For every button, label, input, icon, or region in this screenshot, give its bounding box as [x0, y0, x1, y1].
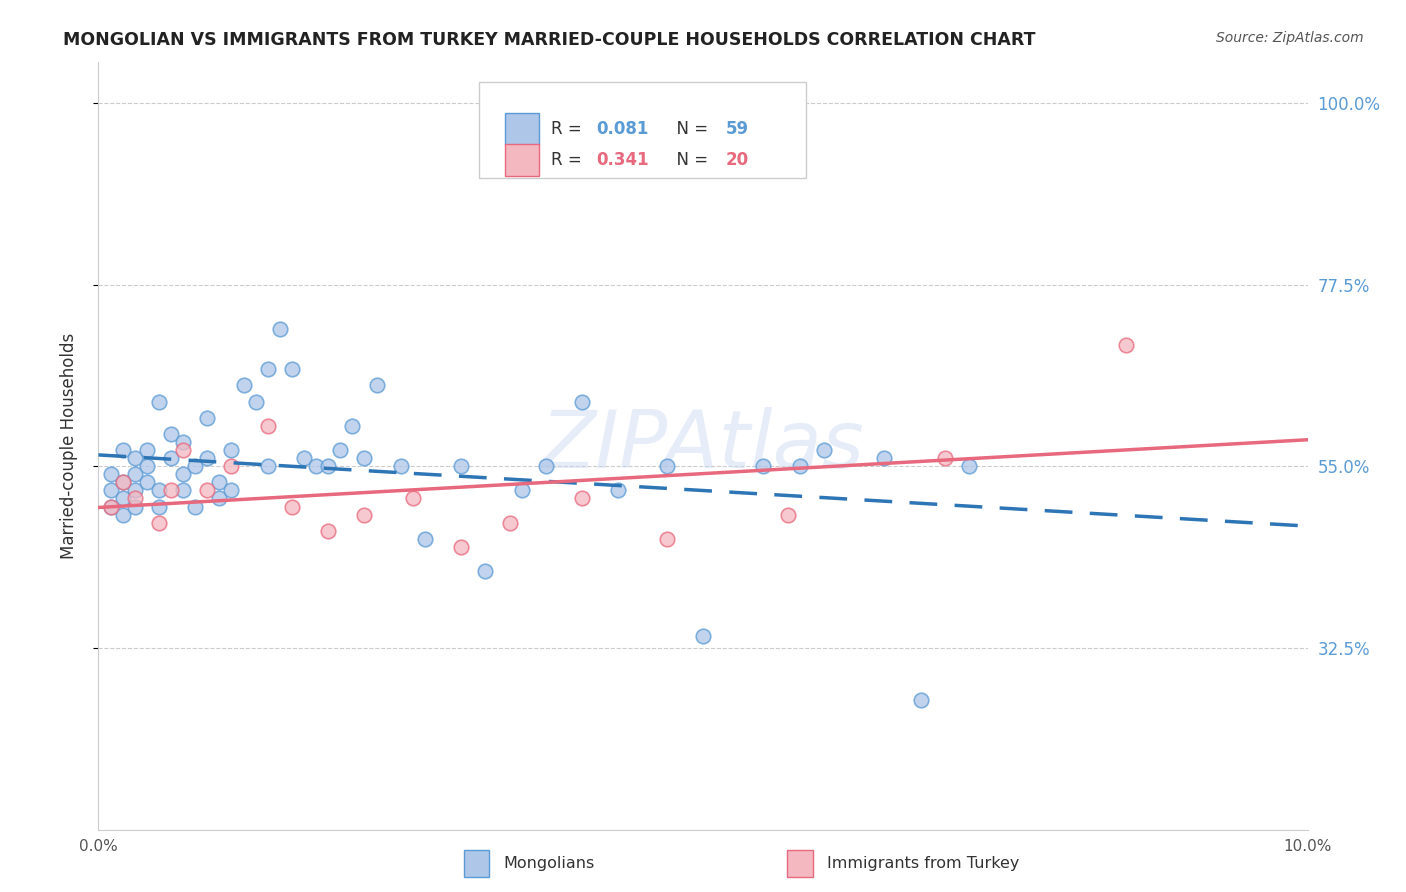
- Text: N =: N =: [665, 120, 713, 138]
- Text: Mongolians: Mongolians: [503, 856, 595, 871]
- Point: [160, 451, 183, 466]
- Point: [111, 491, 134, 506]
- Point: [184, 459, 207, 474]
- FancyBboxPatch shape: [787, 850, 813, 877]
- Point: [124, 451, 146, 466]
- FancyBboxPatch shape: [505, 113, 538, 145]
- Point: [655, 459, 678, 474]
- Point: [124, 467, 146, 482]
- Point: [957, 459, 980, 474]
- Text: 20: 20: [725, 151, 749, 169]
- Point: [221, 483, 243, 498]
- Point: [498, 516, 520, 530]
- Point: [100, 483, 122, 498]
- Text: R =: R =: [551, 151, 586, 169]
- Point: [135, 475, 157, 490]
- Point: [111, 475, 134, 490]
- FancyBboxPatch shape: [479, 81, 806, 178]
- Point: [111, 475, 134, 490]
- Text: MONGOLIAN VS IMMIGRANTS FROM TURKEY MARRIED-COUPLE HOUSEHOLDS CORRELATION CHART: MONGOLIAN VS IMMIGRANTS FROM TURKEY MARR…: [63, 31, 1036, 49]
- Point: [413, 532, 436, 546]
- Point: [221, 459, 243, 474]
- Point: [316, 524, 339, 538]
- Point: [692, 629, 714, 643]
- Point: [353, 451, 375, 466]
- Text: 59: 59: [725, 120, 749, 138]
- Point: [172, 467, 194, 482]
- Point: [256, 459, 278, 474]
- Text: R =: R =: [551, 120, 586, 138]
- Point: [100, 500, 122, 514]
- Point: [172, 443, 194, 458]
- Text: N =: N =: [665, 151, 713, 169]
- Y-axis label: Married-couple Households: Married-couple Households: [59, 333, 77, 559]
- Point: [281, 362, 304, 376]
- Point: [366, 378, 388, 392]
- Point: [873, 451, 896, 466]
- Point: [269, 322, 291, 336]
- Point: [281, 500, 304, 514]
- Point: [172, 483, 194, 498]
- Point: [195, 483, 218, 498]
- Point: [135, 459, 157, 474]
- Point: [474, 564, 496, 578]
- Point: [148, 516, 170, 530]
- Point: [100, 500, 122, 514]
- Text: 0.341: 0.341: [596, 151, 650, 169]
- Point: [342, 418, 364, 433]
- Point: [316, 459, 339, 474]
- Point: [124, 483, 146, 498]
- FancyBboxPatch shape: [464, 850, 489, 877]
- Point: [111, 443, 134, 458]
- Point: [256, 362, 278, 376]
- Point: [389, 459, 412, 474]
- Point: [148, 394, 170, 409]
- Point: [450, 459, 472, 474]
- Point: [124, 500, 146, 514]
- Point: [402, 491, 425, 506]
- Point: [148, 500, 170, 514]
- Point: [776, 508, 799, 522]
- Point: [934, 451, 956, 466]
- Point: [813, 443, 835, 458]
- Point: [245, 394, 267, 409]
- FancyBboxPatch shape: [505, 144, 538, 176]
- Point: [208, 491, 231, 506]
- Text: ZIPAtlas: ZIPAtlas: [541, 407, 865, 485]
- Point: [160, 426, 183, 441]
- Point: [124, 491, 146, 506]
- Point: [172, 434, 194, 449]
- Point: [292, 451, 315, 466]
- Point: [111, 508, 134, 522]
- Point: [450, 540, 472, 554]
- Point: [160, 483, 183, 498]
- Point: [655, 532, 678, 546]
- Point: [534, 459, 557, 474]
- Point: [353, 508, 375, 522]
- Point: [148, 483, 170, 498]
- Point: [208, 475, 231, 490]
- Text: 0.081: 0.081: [596, 120, 650, 138]
- Point: [256, 418, 278, 433]
- Point: [195, 410, 218, 425]
- Point: [607, 483, 630, 498]
- Point: [571, 394, 593, 409]
- Text: Immigrants from Turkey: Immigrants from Turkey: [827, 856, 1019, 871]
- Point: [571, 491, 593, 506]
- Point: [305, 459, 328, 474]
- Point: [184, 500, 207, 514]
- Point: [195, 451, 218, 466]
- Point: [789, 459, 811, 474]
- Text: Source: ZipAtlas.com: Source: ZipAtlas.com: [1216, 31, 1364, 45]
- Point: [510, 483, 533, 498]
- Point: [100, 467, 122, 482]
- Point: [910, 693, 932, 707]
- Point: [752, 459, 775, 474]
- Point: [329, 443, 352, 458]
- Point: [232, 378, 254, 392]
- Point: [135, 443, 157, 458]
- Point: [1115, 338, 1137, 352]
- Point: [221, 443, 243, 458]
